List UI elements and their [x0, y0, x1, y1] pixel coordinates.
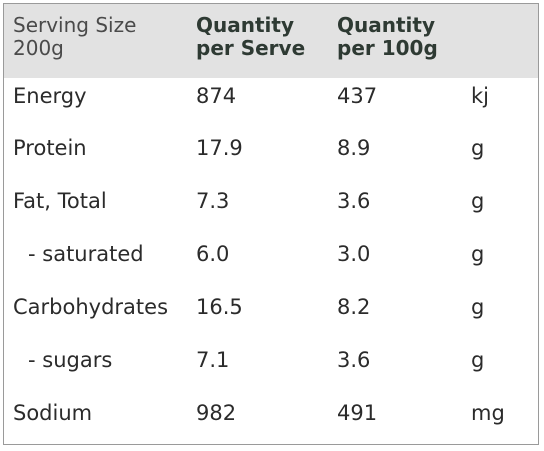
nutrient-name: Protein: [13, 136, 87, 160]
table-row-energy: Energy 874 437 kj: [4, 76, 538, 116]
per-100g-value: 491: [337, 401, 378, 425]
nutrient-name: - sugars: [28, 348, 113, 372]
per-serve-value: 874: [196, 84, 237, 108]
table-row-carbohydrates: Carbohydrates 16.5 8.2 g: [4, 287, 538, 327]
nutrition-table: Serving Size 200g Quantity per Serve Qua…: [3, 3, 539, 445]
serving-size-value: 200g: [13, 36, 64, 60]
per-100g-value: 3.6: [337, 348, 371, 372]
per-serve-header-line2: per Serve: [196, 36, 306, 60]
per-serve-value: 6.0: [196, 242, 230, 266]
per-100g-header-line2: per 100g: [337, 36, 438, 60]
unit: g: [471, 295, 485, 319]
table-row-fat-total: Fat, Total 7.3 3.6 g: [4, 181, 538, 221]
per-100g-header-line1: Quantity: [337, 13, 435, 37]
table-header: Serving Size 200g Quantity per Serve Qua…: [4, 4, 538, 78]
serving-size-label: Serving Size: [13, 13, 137, 37]
per-serve-value: 16.5: [196, 295, 243, 319]
nutrient-name: Energy: [13, 84, 87, 108]
unit: g: [471, 348, 485, 372]
quantity-per-100g-header: Quantity per 100g: [337, 14, 438, 60]
per-100g-value: 437: [337, 84, 378, 108]
nutrient-name: Carbohydrates: [13, 295, 169, 319]
table-row-sodium: Sodium 982 491 mg: [4, 393, 538, 433]
serving-size-header: Serving Size 200g: [13, 14, 136, 60]
nutrient-name: - saturated: [28, 242, 144, 266]
unit: mg: [471, 401, 505, 425]
per-serve-value: 7.1: [196, 348, 230, 372]
per-serve-value: 7.3: [196, 189, 230, 213]
nutrient-name: Sodium: [13, 401, 93, 425]
unit: g: [471, 242, 485, 266]
table-row-protein: Protein 17.9 8.9 g: [4, 128, 538, 168]
per-serve-value: 17.9: [196, 136, 243, 160]
unit: g: [471, 136, 485, 160]
table-row-saturated: - saturated 6.0 3.0 g: [4, 234, 538, 274]
quantity-per-serve-header: Quantity per Serve: [196, 14, 305, 60]
per-100g-value: 3.6: [337, 189, 371, 213]
unit: g: [471, 189, 485, 213]
per-serve-header-line1: Quantity: [196, 13, 294, 37]
unit: kj: [471, 84, 489, 108]
per-100g-value: 8.2: [337, 295, 371, 319]
per-serve-value: 982: [196, 401, 237, 425]
nutrient-name: Fat, Total: [13, 189, 107, 213]
per-100g-value: 3.0: [337, 242, 371, 266]
per-100g-value: 8.9: [337, 136, 371, 160]
table-row-sugars: - sugars 7.1 3.6 g: [4, 340, 538, 380]
